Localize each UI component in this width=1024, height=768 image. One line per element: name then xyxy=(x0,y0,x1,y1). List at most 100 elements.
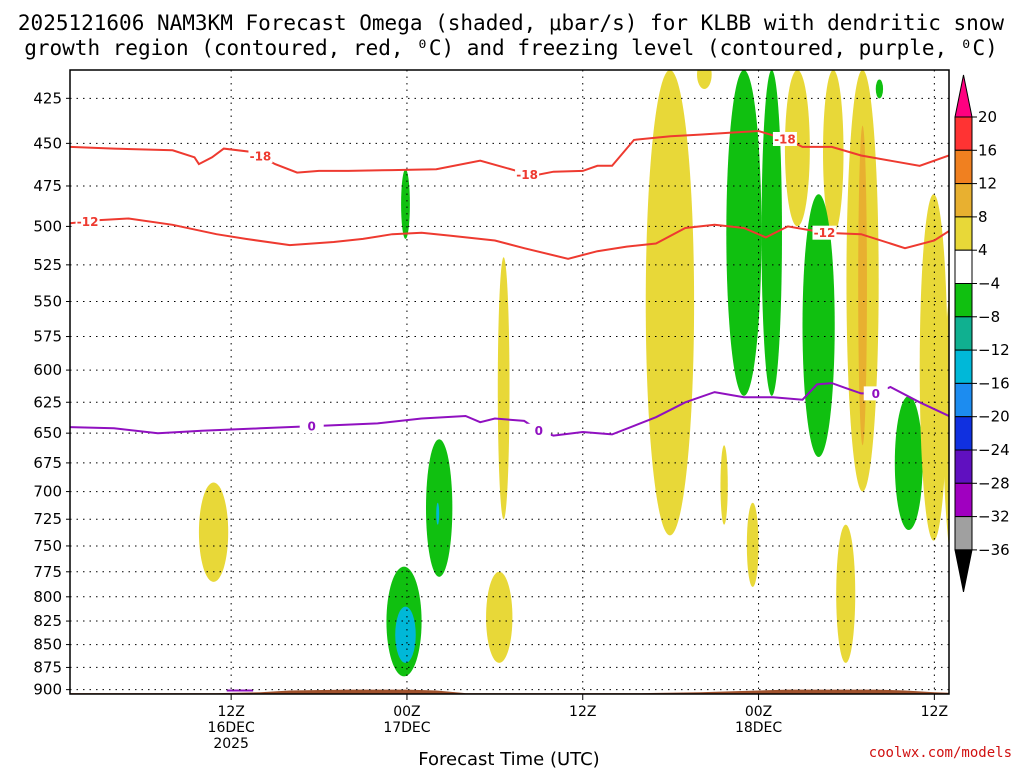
omega-cell-16 xyxy=(823,70,844,235)
y-tick-label-14: 775 xyxy=(33,563,62,581)
x-tick-label-1-0: 00Z xyxy=(393,704,420,720)
colorbar-cell-13 xyxy=(954,516,973,551)
gridlines xyxy=(70,70,949,694)
omega-cell-11 xyxy=(720,445,728,525)
isotherm-label-bg-1-0-1 xyxy=(526,423,551,438)
x-tick-label-2-0: 12Z xyxy=(569,704,596,720)
y-tick-label-16: 825 xyxy=(33,612,62,630)
contour-layer: -18 -18 -18 -12 -12 0 0 0 xyxy=(70,129,949,438)
isotherm-label-bg-0-1-0 xyxy=(75,214,100,229)
omega-cell-0 xyxy=(198,482,229,582)
omega-cell-18 xyxy=(836,524,856,663)
colorbar-label-3: 8 xyxy=(978,208,988,226)
y-tick-label-6: 575 xyxy=(33,328,62,346)
chart-title: 2025121606 NAM3KM Forecast Omega (shaded… xyxy=(18,11,1005,60)
y-tick-label-19: 900 xyxy=(33,681,62,699)
y-tick-label-8: 625 xyxy=(33,393,62,411)
colorbar-cell-11 xyxy=(954,449,973,484)
omega-cell-8 xyxy=(645,70,695,536)
colorbar-cell-2 xyxy=(954,149,973,185)
y-tick-label-17: 850 xyxy=(33,636,62,654)
omega-cell-13 xyxy=(761,70,782,396)
y-tick-label-1: 450 xyxy=(33,134,62,152)
y-tick-label-15: 800 xyxy=(33,588,62,606)
colorbar-cell-6 xyxy=(954,283,973,318)
y-tick-label-2: 475 xyxy=(33,177,62,195)
x-tick-label-1-1: 17DEC xyxy=(383,720,430,736)
y-tick-label-5: 550 xyxy=(33,293,62,311)
x-tick-label-3-1: 18DEC xyxy=(735,720,782,736)
colorbar-label-9: −20 xyxy=(978,408,1010,426)
y-tick-label-3: 500 xyxy=(33,217,62,235)
omega-shading-layer xyxy=(198,70,956,677)
y-tick-label-12: 725 xyxy=(33,510,62,528)
y-tick-label-13: 750 xyxy=(33,537,62,555)
omega-cell-7 xyxy=(486,571,513,663)
isotherm-label-bg-0-0-0 xyxy=(248,149,273,164)
colorbar-label-1: 16 xyxy=(978,141,997,159)
terrain-layer xyxy=(70,689,949,694)
x-tick-label-4-0: 12Z xyxy=(921,704,948,720)
isotherm-label-bg-0-1-1 xyxy=(812,225,837,240)
y-tick-label-7: 600 xyxy=(33,361,62,379)
colorbar-cell-8 xyxy=(954,349,973,384)
colorbar-cell-14 xyxy=(954,549,973,592)
y-axis-pressure: 425 450 475 500 525 550 575 600 625 650 675 700 725 7… xyxy=(33,89,70,699)
isotherm-label-bg-1-0-2 xyxy=(863,386,888,401)
isotherm-label-1-0-0: 0 xyxy=(308,420,316,434)
isotherm-label-bg-0-0-1 xyxy=(515,167,540,182)
colorbar-cell-0 xyxy=(954,74,973,118)
omega-cell-24 xyxy=(943,296,949,548)
omega-cell-12 xyxy=(726,70,762,396)
omega-cell-26 xyxy=(952,70,956,80)
x-tick-label-0-0: 12Z xyxy=(217,704,244,720)
terrain-surface xyxy=(70,689,949,694)
colorbar-label-5: −4 xyxy=(978,275,1000,293)
colorbar-cell-12 xyxy=(954,482,973,518)
y-tick-label-9: 650 xyxy=(33,424,62,442)
omega-cell-20 xyxy=(858,125,867,446)
omega-cell-4 xyxy=(395,606,416,663)
omega-cell-10 xyxy=(670,433,680,520)
isotherm-0-1 xyxy=(70,217,949,260)
isotherm-label-0-0-1: -18 xyxy=(516,168,538,182)
colorbar-label-0: 20 xyxy=(978,108,997,126)
colorbar-label-11: −28 xyxy=(978,474,1010,492)
isotherm-1-0 xyxy=(70,382,949,437)
y-tick-label-10: 675 xyxy=(33,454,62,472)
colorbar-label-13: −36 xyxy=(978,541,1010,559)
colorbar-label-7: −12 xyxy=(978,341,1010,359)
colorbar-label-4: 4 xyxy=(978,241,988,259)
omega-cell-23 xyxy=(919,194,948,541)
omega-cell-14 xyxy=(746,502,759,587)
colorbar-label-12: −32 xyxy=(978,508,1010,526)
omega-cell-15 xyxy=(784,70,810,227)
isotherm-0-0 xyxy=(70,129,949,178)
colorbar-label-2: 12 xyxy=(978,175,997,193)
x-tick-label-3-0: 00Z xyxy=(745,704,772,720)
omega-cell-5 xyxy=(401,169,410,239)
colorbar: 20 16 12 8 4 −4 −8 −12 −16 −20 −24 −28 −32 −36 xyxy=(954,74,1010,592)
y-tick-label-0: 425 xyxy=(33,89,62,107)
x-tick-label-0-1: 16DEC xyxy=(208,720,255,736)
credit-text: coolwx.com/models xyxy=(869,745,1012,761)
isotherm-label-1-0-2: 0 xyxy=(872,387,880,401)
isotherm-label-0-1-0: -12 xyxy=(77,215,99,229)
y-tick-label-11: 700 xyxy=(33,483,62,501)
x-tick-label-0-2: 2025 xyxy=(213,736,249,752)
isotherm-label-0-0-0: -18 xyxy=(250,150,272,164)
colorbar-cell-5 xyxy=(954,249,973,284)
chart-title-line-1: 2025121606 NAM3KM Forecast Omega (shaded… xyxy=(18,11,1005,35)
isotherm-label-0-0-2: -18 xyxy=(774,132,796,146)
chart-title-line-2: growth region (contoured, red, ⁰C) and f… xyxy=(24,36,998,60)
colorbar-cell-4 xyxy=(954,216,973,251)
colorbar-cell-9 xyxy=(954,382,973,418)
omega-cell-2 xyxy=(436,502,440,525)
colorbar-label-8: −16 xyxy=(978,374,1010,392)
omega-cell-9 xyxy=(697,70,712,89)
colorbar-cell-3 xyxy=(954,183,973,218)
colorbar-cell-7 xyxy=(954,316,973,351)
plot-frame xyxy=(69,69,950,695)
